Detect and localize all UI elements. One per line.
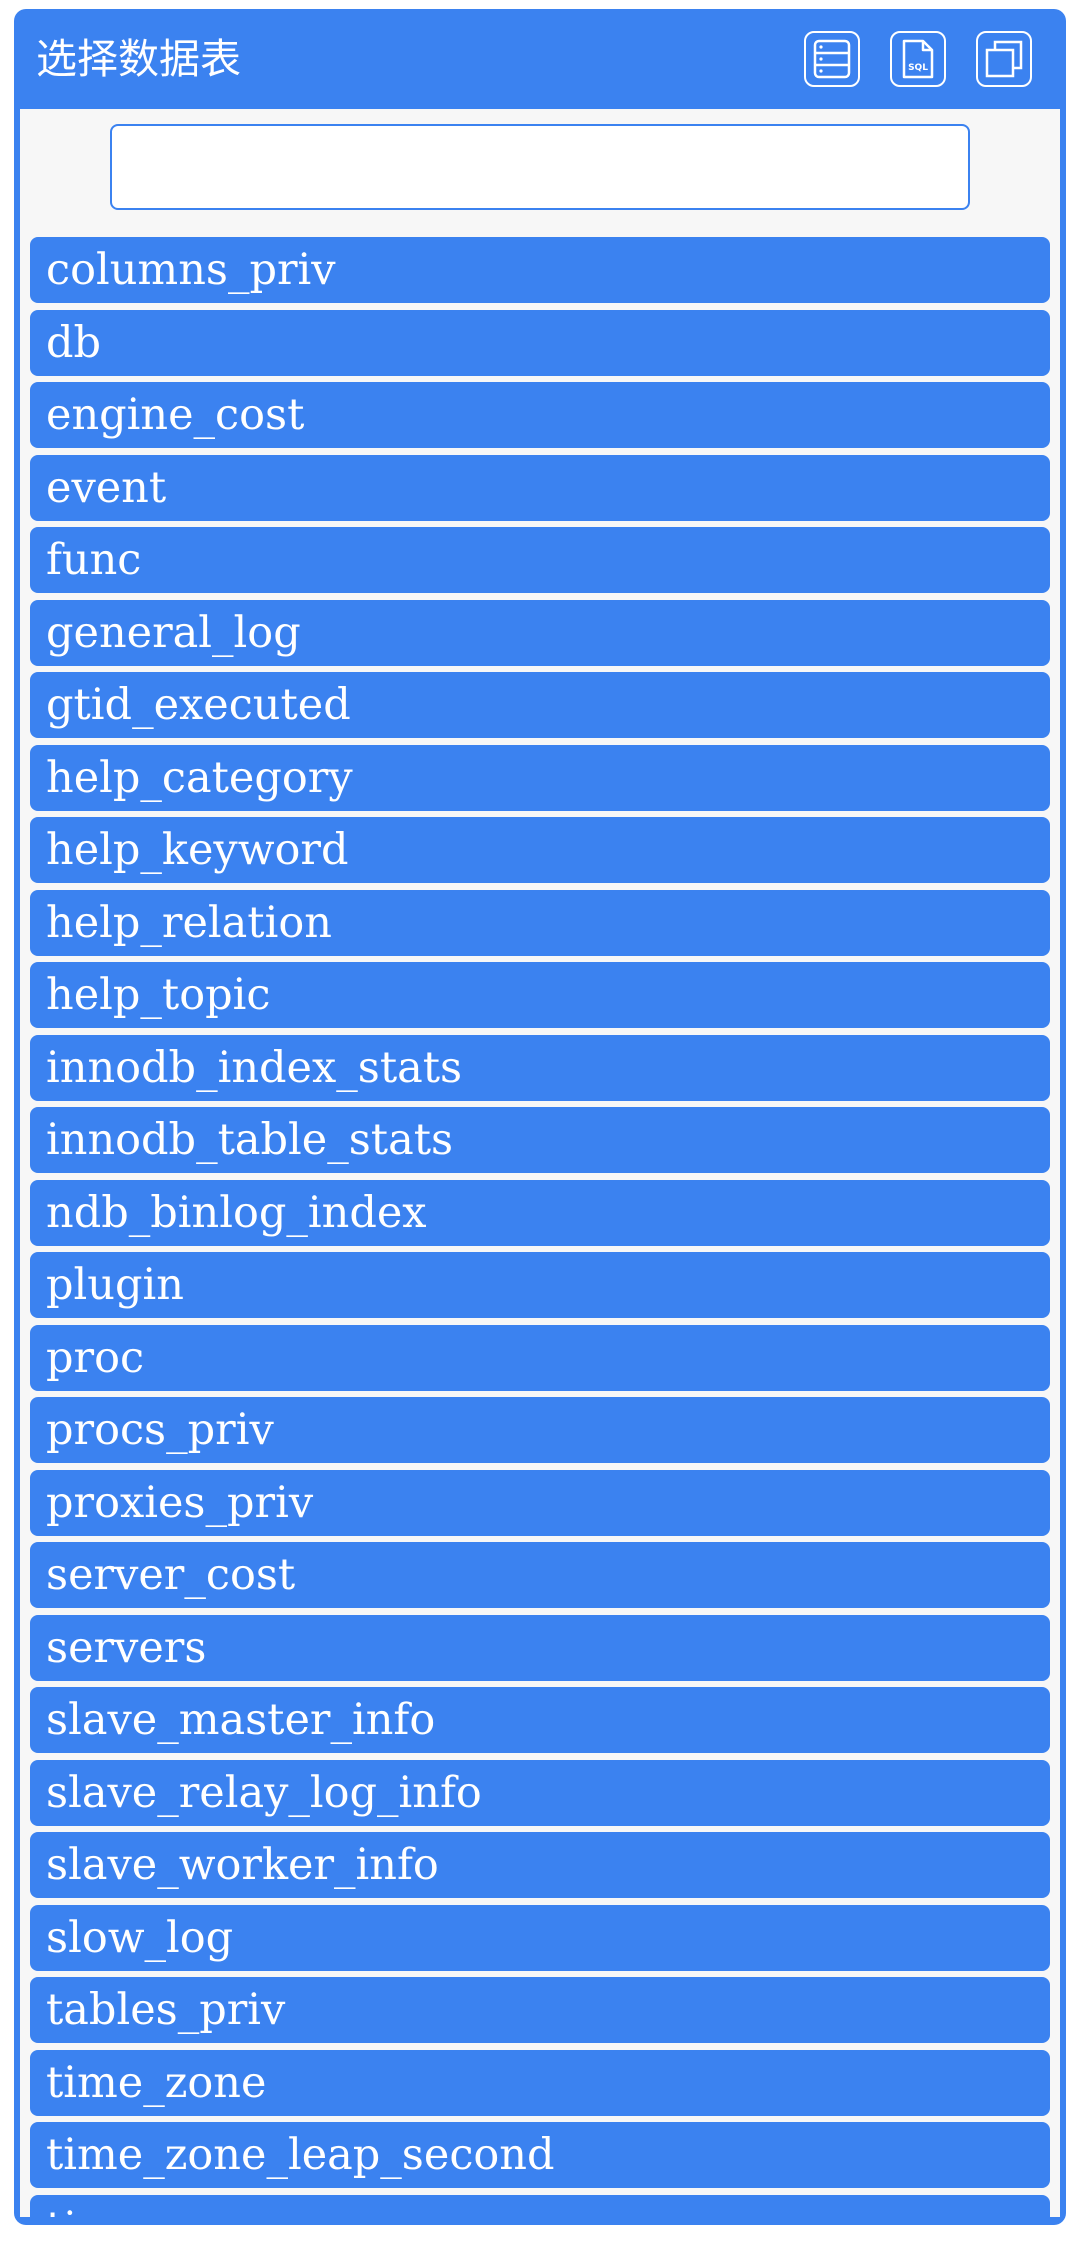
- sql-file-button[interactable]: SQL: [890, 31, 946, 87]
- table-list-button[interactable]: [804, 31, 860, 87]
- search-input[interactable]: [110, 124, 970, 210]
- table-item[interactable]: slave_worker_info: [30, 1832, 1050, 1898]
- table-item[interactable]: procs_priv: [30, 1397, 1050, 1463]
- table-item[interactable]: general_log: [30, 599, 1050, 666]
- table-item[interactable]: columns_priv: [30, 237, 1050, 303]
- table-item[interactable]: engine_cost: [30, 382, 1050, 448]
- dialog-title: 选择数据表: [36, 35, 241, 83]
- table-item[interactable]: help_relation: [30, 889, 1050, 956]
- table-item[interactable]: func: [30, 527, 1050, 593]
- table-item[interactable]: slave_master_info: [30, 1687, 1050, 1753]
- table-item[interactable]: plugin: [30, 1252, 1050, 1318]
- table-item[interactable]: time_zone: [30, 2049, 1050, 2116]
- table-item[interactable]: servers: [30, 1614, 1050, 1681]
- copy-window-button[interactable]: [976, 31, 1032, 87]
- table-item[interactable]: innodb_table_stats: [30, 1107, 1050, 1173]
- table-item[interactable]: proxies_priv: [30, 1469, 1050, 1536]
- table-item[interactable]: help_category: [30, 744, 1050, 811]
- table-list-icon: [813, 39, 851, 79]
- table-item[interactable]: gtid_executed: [30, 672, 1050, 738]
- table-item[interactable]: tables_priv: [30, 1977, 1050, 2043]
- table-item[interactable]: innodb_index_stats: [30, 1034, 1050, 1101]
- table-item[interactable]: slave_relay_log_info: [30, 1759, 1050, 1826]
- table-item[interactable]: slow_log: [30, 1904, 1050, 1971]
- table-item[interactable]: server_cost: [30, 1542, 1050, 1608]
- select-table-dialog: 选择数据表 SQL: [14, 9, 1066, 2225]
- table-list: columns_priv db engine_cost event func genera…: [30, 237, 1050, 2217]
- table-item[interactable]: event: [30, 454, 1050, 521]
- table-item[interactable]: ndb_binlog_index: [30, 1179, 1050, 1246]
- search-bar: [20, 109, 1060, 227]
- dialog-header: 选择数据表 SQL: [14, 9, 1066, 109]
- table-item[interactable]: db: [30, 309, 1050, 376]
- table-item[interactable]: time_zone_name: [30, 2194, 1050, 2217]
- dialog-content: columns_priv db engine_cost event func genera…: [20, 109, 1060, 2217]
- copy-window-icon: [985, 40, 1023, 78]
- table-item[interactable]: help_keyword: [30, 817, 1050, 883]
- sql-icon-text: SQL: [908, 63, 928, 73]
- table-item[interactable]: help_topic: [30, 962, 1050, 1028]
- table-item[interactable]: time_zone_leap_second: [30, 2122, 1050, 2188]
- table-item[interactable]: proc: [30, 1324, 1050, 1391]
- sql-file-icon: SQL: [902, 39, 934, 79]
